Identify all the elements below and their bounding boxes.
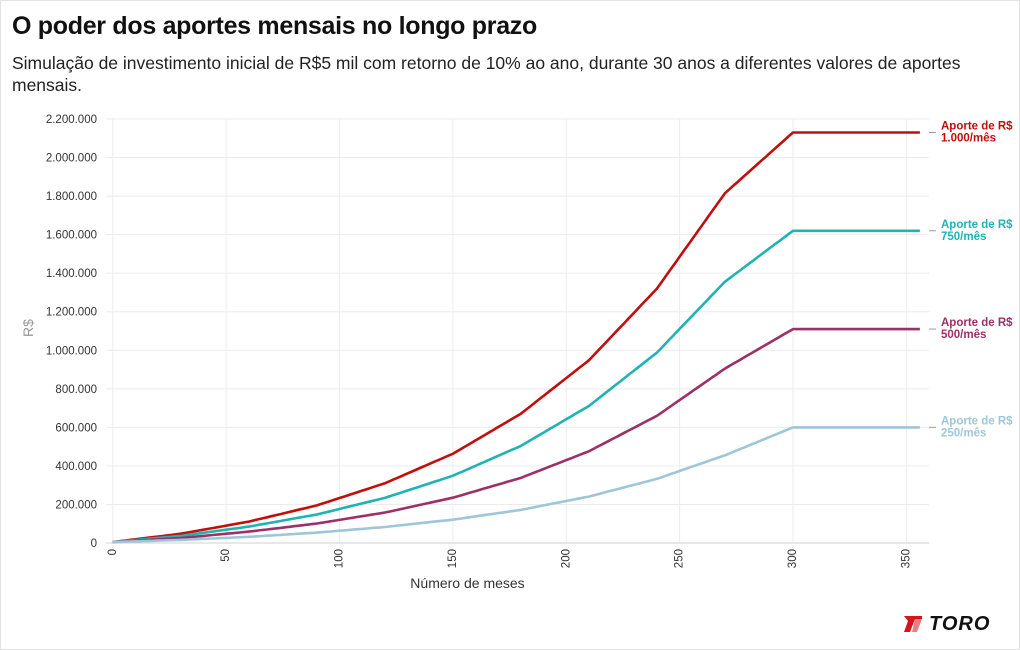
x-axis-title: Número de meses [410, 575, 524, 591]
page-title: O poder dos aportes mensais no longo pra… [12, 12, 537, 40]
y-tick-label: 1.200.000 [46, 307, 97, 319]
x-tick-label: 100 [334, 549, 346, 568]
y-tick-label: 400.000 [55, 461, 97, 473]
x-tick-label: 350 [900, 549, 912, 568]
x-tick-label: 0 [107, 549, 119, 555]
y-tick-label: 0 [91, 538, 97, 550]
series-line-2 [112, 229, 920, 544]
x-tick-label: 50 [220, 549, 232, 562]
y-tick-label: 1.000.000 [46, 345, 97, 357]
x-tick-label: 200 [560, 549, 572, 568]
series-label-line2: 250/mês [941, 427, 986, 439]
y-axis-title: R$ [20, 319, 36, 337]
y-tick-label: 200.000 [55, 499, 97, 511]
page-subtitle: Simulação de investimento inicial de R$5… [12, 53, 961, 95]
y-tick-label: 2.200.000 [46, 114, 97, 126]
series-label-line1: Aporte de R$ [941, 219, 1013, 231]
y-tick-label: 2.000.000 [46, 153, 97, 165]
y-tick-label: 1.400.000 [46, 268, 97, 280]
x-tick-label: 300 [787, 549, 799, 568]
series-label-line1: Aporte de R$ [941, 415, 1013, 427]
series-label-line2: 750/mês [941, 231, 986, 243]
y-tick-label: 1.600.000 [46, 230, 97, 242]
y-tick-label: 800.000 [55, 384, 97, 396]
series-line-1 [112, 131, 920, 544]
x-tick-label: 250 [674, 549, 686, 568]
y-tick-label: 600.000 [55, 422, 97, 434]
series-label-line1: Aporte de R$ [941, 317, 1013, 329]
series-label-line2: 1.000/mês [941, 132, 996, 144]
brand-logo: TORO [902, 613, 990, 635]
series-label-line1: Aporte de R$ [941, 120, 1013, 132]
x-tick-label: 150 [447, 549, 459, 568]
brand-name: TORO [929, 612, 991, 635]
toro-logo-icon [904, 616, 922, 632]
series-line-4 [112, 426, 920, 544]
series-label-line2: 500/mês [941, 329, 986, 341]
series-line-3 [112, 327, 920, 544]
y-tick-label: 1.800.000 [46, 191, 97, 203]
